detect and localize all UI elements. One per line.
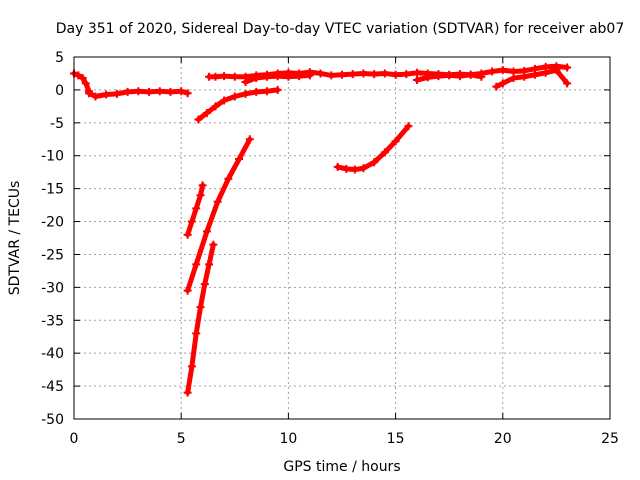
x-tick-label: 20 [494,431,512,447]
data-series [241,71,314,87]
data-point [563,63,572,72]
y-tick-label: 0 [55,83,64,99]
x-tick-label: 25 [601,431,619,447]
y-tick-label: -35 [41,313,64,329]
data-point [305,71,314,80]
y-tick-label: -45 [41,379,64,395]
data-trace [193,304,203,336]
x-tick-label: 5 [177,431,186,447]
x-tick-label: 15 [387,431,405,447]
data-trace [185,261,199,294]
data-trace [236,136,253,162]
data-trace [193,228,210,267]
x-tick-label: 0 [70,431,79,447]
data-point [477,72,486,81]
y-tick-label: -30 [41,280,64,296]
data-trace [393,123,411,144]
data-series [85,87,192,101]
y-tick-label: -10 [41,149,64,165]
y-axis-label: SDTVAR / TECUs [7,181,23,296]
data-point [183,89,192,98]
data-series [492,66,572,91]
y-tick-label: -40 [41,346,64,362]
y-tick-label: -25 [41,247,64,263]
y-tick-label: 5 [55,50,64,66]
data-points [70,62,572,397]
data-point [273,85,282,94]
data-trace [189,330,199,369]
data-series [194,85,282,124]
data-trace [382,138,399,155]
data-series [413,70,486,85]
grid [74,57,610,419]
data-point [563,79,572,88]
data-point [404,122,413,131]
y-tick-label: -5 [50,116,64,132]
y-tick-label: -20 [41,215,64,231]
data-point [209,240,218,249]
data-series [183,181,207,239]
data-trace [215,176,231,205]
y-tick-label: -15 [41,182,64,198]
data-trace [553,67,570,86]
data-point [245,135,254,144]
y-tick-label: -50 [41,412,64,428]
axis-ticks: 0 5 10 15 20 25 5 0 -5 -10 -15 -20 -25 -30 -35 -40 -45 -5… [41,50,619,447]
data-trace [225,156,242,182]
plot-frame [73,56,611,420]
data-series [183,135,254,295]
chart-title: Day 351 of 2020, Sidereal Day-to-day VTE… [56,21,625,37]
x-axis-label: GPS time / hours [283,459,400,475]
x-tick-label: 10 [279,431,297,447]
data-trace [204,199,221,234]
data-series [183,240,218,397]
data-trace [185,363,195,396]
data-point [198,181,207,190]
data-series [333,122,413,174]
